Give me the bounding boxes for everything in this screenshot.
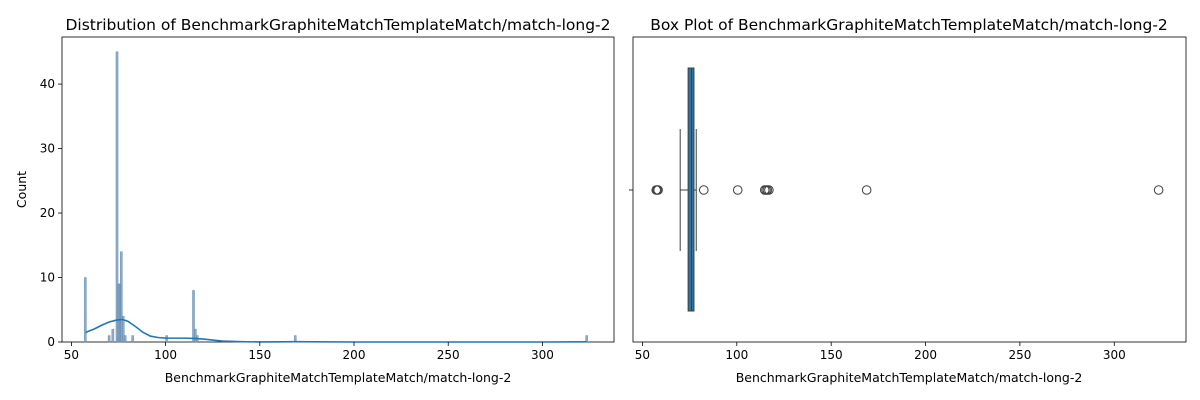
histogram-x-tick-label: 200 xyxy=(343,348,366,362)
boxplot-x-ticks: 50 100 150 200 250 300 xyxy=(635,342,1126,362)
histogram-y-tick-label: 10 xyxy=(40,271,55,285)
boxplot-x-tick-label: 250 xyxy=(1008,348,1031,362)
histogram-x-ticks: 50 100 150 200 250 300 xyxy=(64,342,554,362)
histogram-bar xyxy=(121,316,125,343)
histogram-bar xyxy=(123,335,127,343)
boxplot-outlier xyxy=(732,185,743,195)
histogram-bar xyxy=(107,335,111,343)
histogram-bar xyxy=(131,335,134,343)
histogram-bar xyxy=(192,290,195,343)
boxplot-outlier xyxy=(653,185,663,195)
boxplot-outlier xyxy=(698,185,709,195)
histogram-bar xyxy=(585,335,588,343)
boxplot-x-tick-label: 300 xyxy=(1103,348,1126,362)
boxplot-x-tick-label: 100 xyxy=(725,348,748,362)
histogram-title: Distribution of BenchmarkGraphiteMatchTe… xyxy=(65,16,610,34)
histogram-bar xyxy=(111,328,115,343)
histogram-x-tick-label: 150 xyxy=(248,348,271,362)
histogram-y-tick-label: 30 xyxy=(40,142,55,156)
boxplot-elements xyxy=(651,67,1164,312)
histogram-y-tick-label: 0 xyxy=(47,335,55,349)
histogram-bar xyxy=(120,251,123,343)
histogram-panel: 50 100 150 200 250 300 0 10 20 30 40 Distribution… xyxy=(14,16,615,385)
histogram-y-tick-label: 40 xyxy=(40,77,55,91)
boxplot-x-tick-label: 50 xyxy=(635,348,650,362)
histogram-kde-line xyxy=(85,318,587,343)
histogram-bars xyxy=(84,51,588,343)
boxplot-x-label: BenchmarkGraphiteMatchTemplateMatch/matc… xyxy=(736,370,1083,385)
boxplot-x-tick-label: 150 xyxy=(820,348,843,362)
histogram-bar xyxy=(115,51,119,343)
histogram-y-ticks: 0 10 20 30 40 xyxy=(40,77,62,349)
histogram-x-tick-label: 100 xyxy=(154,348,177,362)
boxplot-outlier xyxy=(1153,185,1164,195)
boxplot-title: Box Plot of BenchmarkGraphiteMatchTempla… xyxy=(650,16,1168,34)
histogram-x-label: BenchmarkGraphiteMatchTemplateMatch/matc… xyxy=(165,370,512,385)
boxplot-frame xyxy=(632,36,1187,343)
histogram-y-tick-label: 20 xyxy=(40,206,55,220)
boxplot-outlier xyxy=(764,185,774,195)
histogram-x-tick-label: 300 xyxy=(531,348,554,362)
histogram-y-label: Count xyxy=(14,171,29,208)
boxplot-outlier xyxy=(861,185,872,195)
histogram-x-tick-label: 250 xyxy=(437,348,460,362)
histogram-frame xyxy=(61,36,615,343)
boxplot-x-tick-label: 200 xyxy=(914,348,937,362)
boxplot-panel: 50 100 150 200 250 300 Box Plot of BenchmarkG… xyxy=(629,16,1187,385)
histogram-x-tick-label: 50 xyxy=(64,348,79,362)
histogram-bar xyxy=(84,277,87,343)
